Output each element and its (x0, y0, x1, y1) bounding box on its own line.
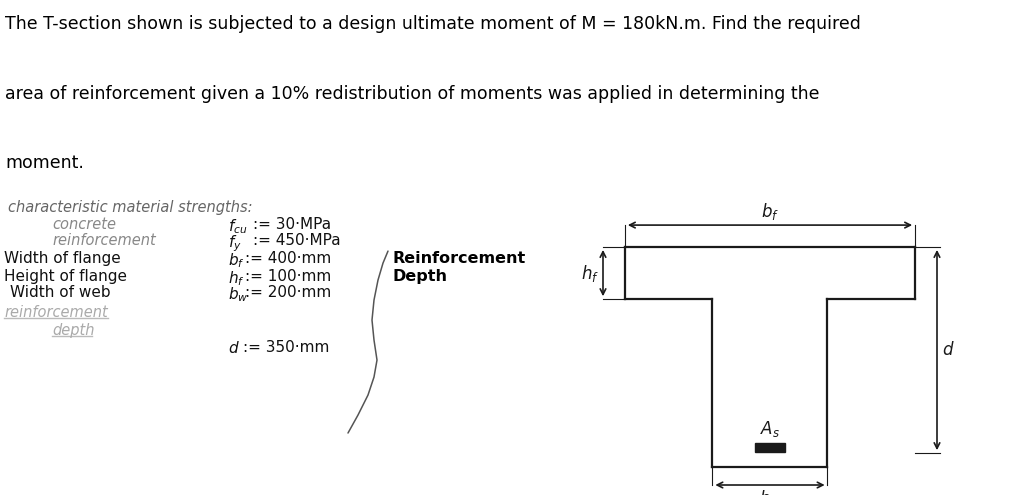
Text: := 450·MPa: := 450·MPa (253, 233, 340, 248)
Text: $f_y$: $f_y$ (228, 233, 242, 253)
Text: moment.: moment. (5, 154, 84, 172)
Text: := 400·mm: := 400·mm (245, 251, 331, 266)
Text: characteristic material strengths:: characteristic material strengths: (8, 200, 253, 215)
Text: reinforcement: reinforcement (4, 305, 108, 320)
Text: $A_s$: $A_s$ (760, 419, 780, 439)
Text: reinforcement: reinforcement (52, 233, 156, 248)
Text: Width of flange: Width of flange (4, 251, 120, 266)
Text: := 100·mm: := 100·mm (245, 269, 331, 284)
Text: $b_f$: $b_f$ (228, 251, 245, 270)
Text: $h_f$: $h_f$ (228, 269, 245, 288)
Text: $f_{cu}$: $f_{cu}$ (228, 217, 248, 236)
Text: := 30·MPa: := 30·MPa (253, 217, 331, 232)
Text: The T-section shown is subjected to a design ultimate moment of M = 180kN.m. Fin: The T-section shown is subjected to a de… (5, 15, 861, 33)
Text: $b_w$: $b_w$ (228, 285, 249, 304)
Bar (755, 443, 785, 451)
Text: $h_f$: $h_f$ (581, 262, 599, 284)
Text: area of reinforcement given a 10% redistribution of moments was applied in deter: area of reinforcement given a 10% redist… (5, 85, 819, 102)
Text: concrete: concrete (52, 217, 116, 232)
Text: $b_f$: $b_f$ (761, 201, 780, 222)
Text: depth: depth (52, 323, 95, 338)
Text: $b_w$: $b_w$ (759, 488, 781, 495)
Text: $d$: $d$ (942, 341, 955, 359)
Text: Reinforcement: Reinforcement (393, 251, 526, 266)
Text: Width of web: Width of web (10, 285, 111, 300)
Text: := 350·mm: := 350·mm (243, 340, 329, 355)
Text: Depth: Depth (393, 269, 448, 284)
Text: $d$: $d$ (228, 340, 239, 356)
Text: Height of flange: Height of flange (4, 269, 127, 284)
Text: := 200·mm: := 200·mm (245, 285, 331, 300)
